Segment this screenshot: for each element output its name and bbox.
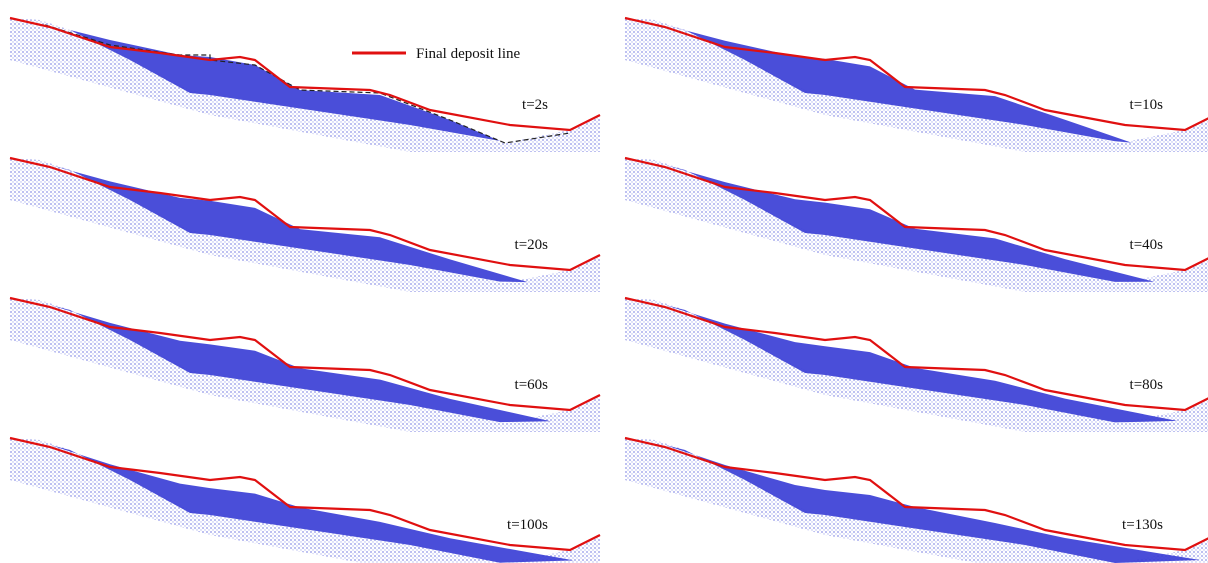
legend-label: Final deposit line	[416, 46, 521, 62]
panel: t=20s	[9, 156, 601, 292]
terrain-mesh	[625, 158, 1208, 292]
final-deposit-line	[624, 156, 1208, 272]
final-deposit-line	[624, 296, 1208, 412]
sliding-mass	[665, 305, 1178, 423]
sliding-mass	[50, 305, 551, 423]
terrain-mesh	[10, 158, 600, 292]
panel: t=60s	[9, 296, 601, 432]
terrain-mesh	[10, 18, 600, 152]
time-label: t=20s	[515, 237, 549, 253]
sliding-mass	[665, 165, 1155, 282]
time-label: t=2s	[522, 97, 548, 113]
final-deposit-line	[624, 16, 1208, 132]
terrain-mesh	[625, 18, 1208, 152]
final-deposit-line	[9, 16, 601, 132]
panel: t=130s	[624, 436, 1208, 563]
terrain-mesh	[10, 298, 600, 432]
time-label: t=130s	[1122, 517, 1163, 533]
panel: t=80s	[624, 296, 1208, 432]
panel: t=40s	[624, 156, 1208, 292]
sliding-mass	[50, 165, 528, 283]
final-deposit-line	[9, 156, 601, 272]
final-deposit-line	[9, 296, 601, 412]
time-label: t=60s	[515, 377, 549, 393]
time-label: t=80s	[1130, 377, 1164, 393]
panel: t=10s	[624, 16, 1208, 152]
panel: t=100s	[9, 436, 601, 563]
final-deposit-line	[624, 436, 1208, 552]
time-label: t=100s	[507, 517, 548, 533]
time-label: t=10s	[1130, 97, 1164, 113]
panel: Final deposit line t=2s	[9, 16, 601, 152]
final-deposit-line	[9, 436, 601, 552]
time-label: t=40s	[1130, 237, 1164, 253]
